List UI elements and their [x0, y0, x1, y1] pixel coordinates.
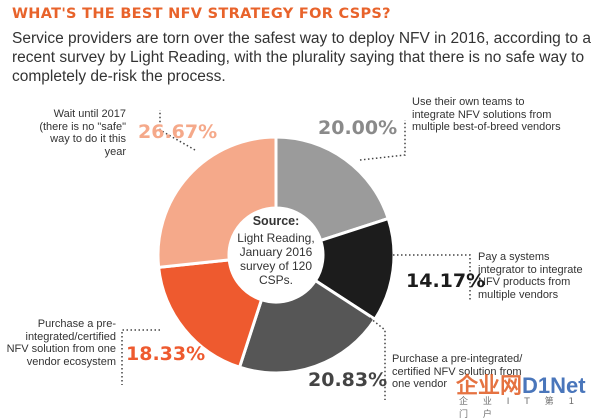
leader-wait-2017	[159, 110, 196, 151]
leader-vendor-ecosystem	[121, 329, 160, 385]
label-systems-integrator: Pay a systems integrator to integrate NF…	[478, 251, 583, 301]
label-vendor-ecosystem: Purchase a pre-integrated/certified NFV …	[6, 318, 116, 368]
leader-own-teams	[359, 120, 406, 161]
center-source-heading: Source:	[252, 214, 300, 228]
label-own-teams: Use their own teams to integrate NFV sol…	[412, 96, 561, 133]
leader-systems-integrator	[393, 254, 471, 300]
leader-lines	[121, 110, 471, 400]
watermark-logo-b: D1Net	[522, 373, 586, 398]
value-one-vendor: 20.83%	[308, 369, 388, 391]
watermark-logo: 企业网D1Net	[456, 368, 586, 400]
watermark-logo-a: 企业网	[456, 373, 523, 398]
donut-chart	[121, 110, 471, 400]
value-own-teams: 20.00%	[318, 117, 398, 139]
center-source-text: Light Reading, January 2016 survey of 12…	[237, 231, 315, 287]
label-one-vendor: Purchase a pre-integrated/ certified NFV…	[392, 353, 523, 390]
value-wait-2017: 26.67%	[138, 121, 218, 143]
value-systems-integrator: 14.17%	[406, 270, 486, 292]
donut-hole	[229, 208, 323, 302]
chart-title: WHAT'S THE BEST NFV STRATEGY FOR CSPS?	[12, 6, 391, 22]
chart-subtitle: Service providers are torn over the safe…	[12, 30, 591, 85]
label-wait-2017: Wait until 2017 (there is no "safe" way …	[39, 108, 126, 158]
slice-wait-2017	[156, 135, 278, 270]
watermark-subtitle: 企 业 I T 第 1 门 户	[459, 397, 581, 420]
value-vendor-ecosystem: 18.33%	[126, 343, 206, 365]
